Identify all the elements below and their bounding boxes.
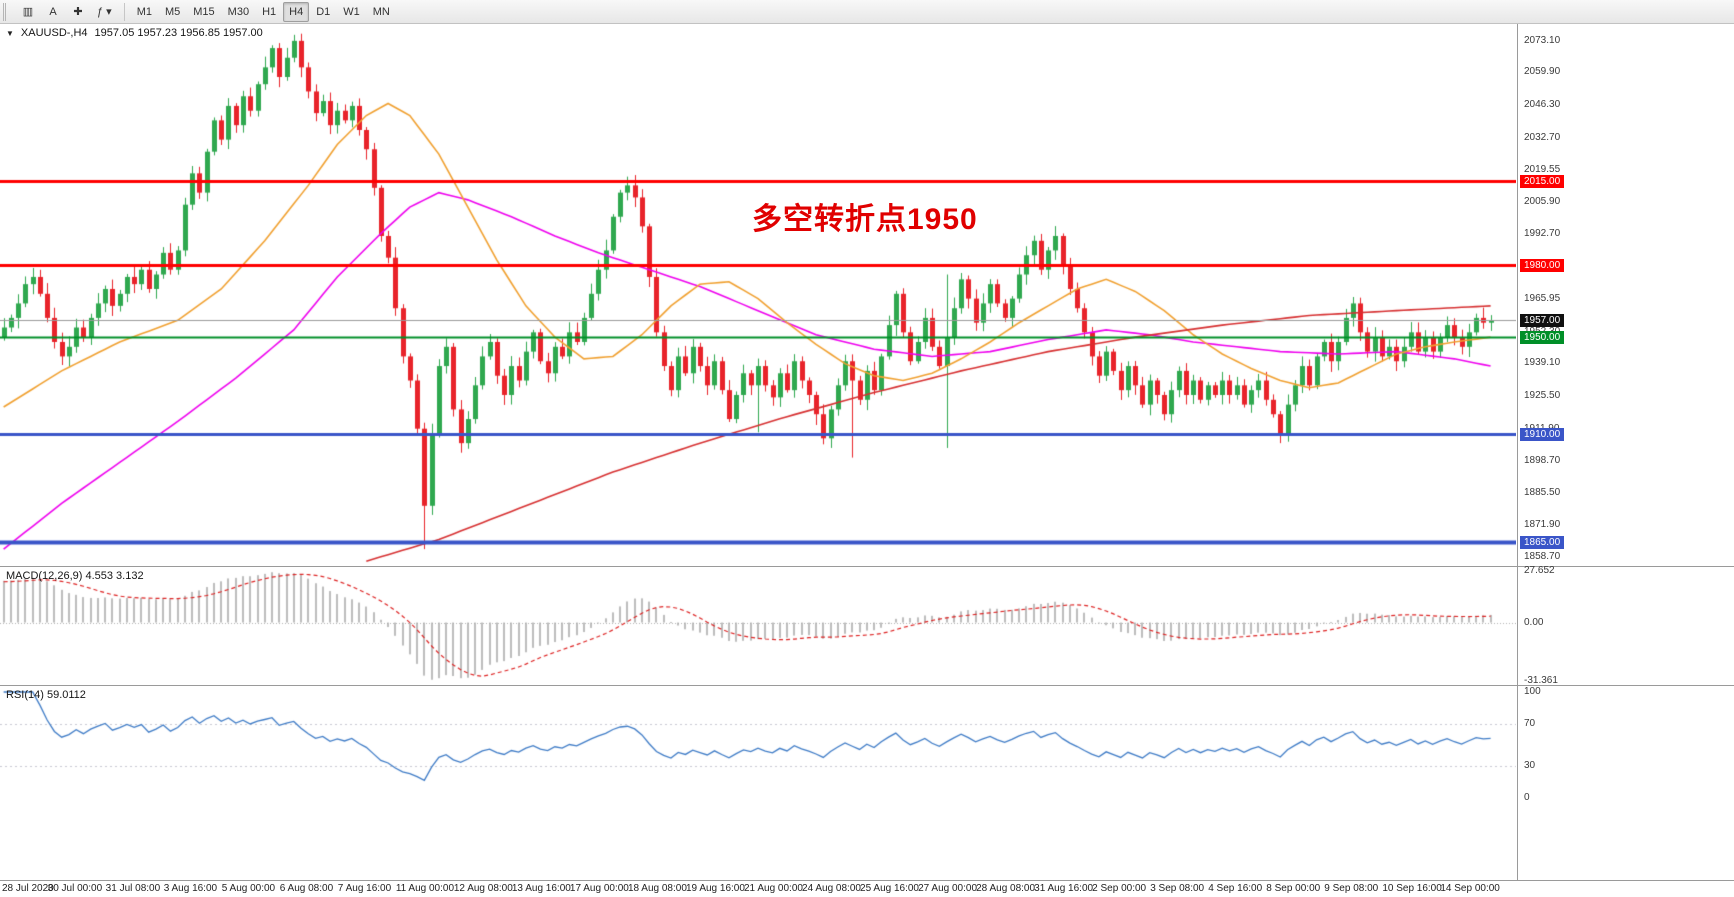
timeframe-button-W1[interactable]: W1	[337, 2, 366, 22]
timeframe-button-D1[interactable]: D1	[310, 2, 336, 22]
timeframe-button-H4[interactable]: H4	[283, 1, 310, 22]
macd-axis-tick: -31.361	[1524, 675, 1558, 686]
crosshair-tool-button[interactable]: ✚	[66, 2, 90, 22]
time-axis-label: 12 Aug 08:00	[453, 883, 513, 894]
rsi-axis-tick: 30	[1524, 760, 1536, 772]
time-axis-label: 4 Sep 16:00	[1208, 883, 1263, 894]
rsi-panel: RSI(14) 59.0112 100 70 30 0	[0, 686, 1734, 881]
symbol-ohlc: 1957.05 1957.23 1956.85 1957.00	[94, 27, 263, 39]
timeframe-button-M15[interactable]: M15	[187, 2, 220, 22]
symbol-dropdown-icon[interactable]: ▼	[6, 28, 14, 38]
time-axis-label: 19 Aug 16:00	[685, 883, 745, 894]
current-price-badge: 1957.00	[1520, 314, 1565, 328]
time-axis-label: 7 Aug 16:00	[337, 883, 392, 894]
toolbar: ▥ A ✚ ƒ ▾ M1 M5 M15 M30 H1 H4 D1 W1 MN	[0, 0, 1734, 24]
timeframe-button-H1[interactable]: H1	[256, 2, 282, 22]
time-axis[interactable]: 28 Jul 2020 30 Jul 00:00 31 Jul 08:00 3 Aug…	[0, 881, 1734, 897]
time-axis-label: 9 Sep 08:00	[1324, 883, 1379, 894]
time-axis-label: 11 Aug 00:00	[395, 883, 455, 894]
rsi-axis-tick: 70	[1524, 717, 1536, 729]
symbol-label: ▼ XAUUSD-,H4 1957.05 1957.23 1956.85 195…	[6, 27, 263, 39]
price-level-badge: 1910.00	[1520, 427, 1565, 441]
y-axis-tick: 1871.90	[1524, 519, 1561, 531]
text-tool-button[interactable]: A	[41, 2, 65, 22]
rsi-label: RSI(14) 59.0112	[6, 689, 86, 701]
time-axis-label: 24 Aug 08:00	[802, 883, 861, 894]
time-axis-label: 28 Jul 2020	[2, 883, 54, 894]
macd-axis[interactable]: 27.652 0.00 -31.361	[1517, 565, 1734, 686]
y-axis-tick: 1885.50	[1524, 486, 1561, 498]
price-panel: ▼ XAUUSD-,H4 1957.05 1957.23 1956.85 195…	[0, 24, 1734, 567]
time-axis-label: 14 Sep 00:00	[1440, 883, 1500, 894]
time-axis-label: 27 Aug 00:00	[918, 883, 978, 894]
rsi-axis[interactable]: 100 70 30 0	[1517, 686, 1734, 880]
time-axis-label: 25 Aug 16:00	[860, 883, 919, 894]
timeframe-button-MN[interactable]: MN	[367, 2, 396, 22]
main-chart-canvas[interactable]	[0, 24, 1516, 566]
chart-annotation[interactable]: 多空转折点1950	[752, 203, 978, 236]
price-level-badge: 1950.00	[1520, 331, 1565, 345]
macd-axis-tick: 27.652	[1524, 565, 1555, 576]
y-axis-tick: 1858.70	[1524, 551, 1561, 563]
macd-axis-tick: 0.00	[1524, 616, 1544, 628]
y-axis-tick: 2073.10	[1524, 34, 1561, 46]
time-axis-label: 8 Sep 00:00	[1266, 883, 1321, 894]
time-axis-label: 3 Sep 08:00	[1150, 883, 1205, 894]
rsi-axis-tick: 100	[1524, 686, 1541, 697]
chart-window: ▼ XAUUSD-,H4 1957.05 1957.23 1956.85 195…	[0, 24, 1734, 897]
macd-panel: MACD(12,26,9) 4.553 3.132 27.652 0.00 -31.…	[0, 565, 1734, 686]
y-axis-tick: 2046.30	[1524, 99, 1561, 111]
time-axis-label: 10 Sep 16:00	[1382, 883, 1442, 894]
y-axis-tick: 1925.50	[1524, 390, 1561, 402]
bar-chart-tool-button[interactable]: ▥	[16, 2, 40, 22]
y-axis-tick: 2032.70	[1524, 131, 1561, 143]
y-axis-tick: 1965.95	[1524, 292, 1561, 304]
price-level-badge: 2015.00	[1520, 174, 1565, 188]
price-level-badge: 1980.00	[1520, 258, 1565, 272]
time-axis-label: 21 Aug 00:00	[744, 883, 803, 894]
y-axis-tick: 1952.30	[1524, 326, 1560, 337]
timeframe-button-M1[interactable]: M1	[131, 2, 158, 22]
y-axis-tick: 2005.90	[1524, 196, 1561, 208]
time-axis-label: 31 Aug 16:00	[1034, 883, 1094, 894]
y-axis-tick: 1898.70	[1524, 454, 1561, 466]
symbol-name: XAUUSD-,H4	[20, 27, 88, 39]
toolbar-separator	[123, 2, 125, 21]
time-axis-label: 5 Aug 00:00	[221, 883, 276, 894]
price-axis[interactable]: 2073.10 2059.90 2046.30 2032.70 2019.55 2005.…	[1517, 24, 1734, 566]
rsi-canvas[interactable]	[0, 686, 1516, 880]
y-axis-tick: 1992.70	[1524, 228, 1561, 240]
timeframe-button-group: M1 M5 M15 M30 H1 H4 D1 W1 MN	[131, 1, 396, 22]
timeframe-button-M5[interactable]: M5	[159, 2, 186, 22]
time-axis-label: 30 Jul 00:00	[47, 883, 103, 894]
y-axis-tick: 1939.10	[1524, 357, 1561, 369]
price-level-badge: 1865.00	[1520, 535, 1565, 549]
rsi-axis-tick: 0	[1524, 792, 1530, 803]
y-axis-tick: 2019.55	[1524, 163, 1561, 175]
time-axis-label: 28 Aug 08:00	[976, 883, 1036, 894]
time-axis-label: 31 Jul 08:00	[105, 883, 161, 894]
time-axis-label: 2 Sep 00:00	[1092, 883, 1147, 894]
y-axis-tick: 2059.90	[1524, 66, 1561, 78]
macd-label: MACD(12,26,9) 4.553 3.132	[6, 570, 144, 582]
tool-button-group: ▥ A ✚ ƒ ▾	[16, 2, 118, 22]
toolbar-drag-handle[interactable]	[3, 2, 12, 21]
macd-canvas[interactable]	[0, 567, 1516, 685]
time-axis-label: 13 Aug 16:00	[511, 883, 571, 894]
time-axis-label: 18 Aug 08:00	[627, 883, 687, 894]
timeframe-button-M30[interactable]: M30	[222, 2, 255, 22]
time-axis-label: 17 Aug 00:00	[569, 883, 629, 894]
time-axis-label: 3 Aug 16:00	[163, 883, 218, 894]
time-axis-label: 6 Aug 08:00	[279, 883, 334, 894]
indicators-dropdown-button[interactable]: ƒ ▾	[91, 2, 118, 22]
